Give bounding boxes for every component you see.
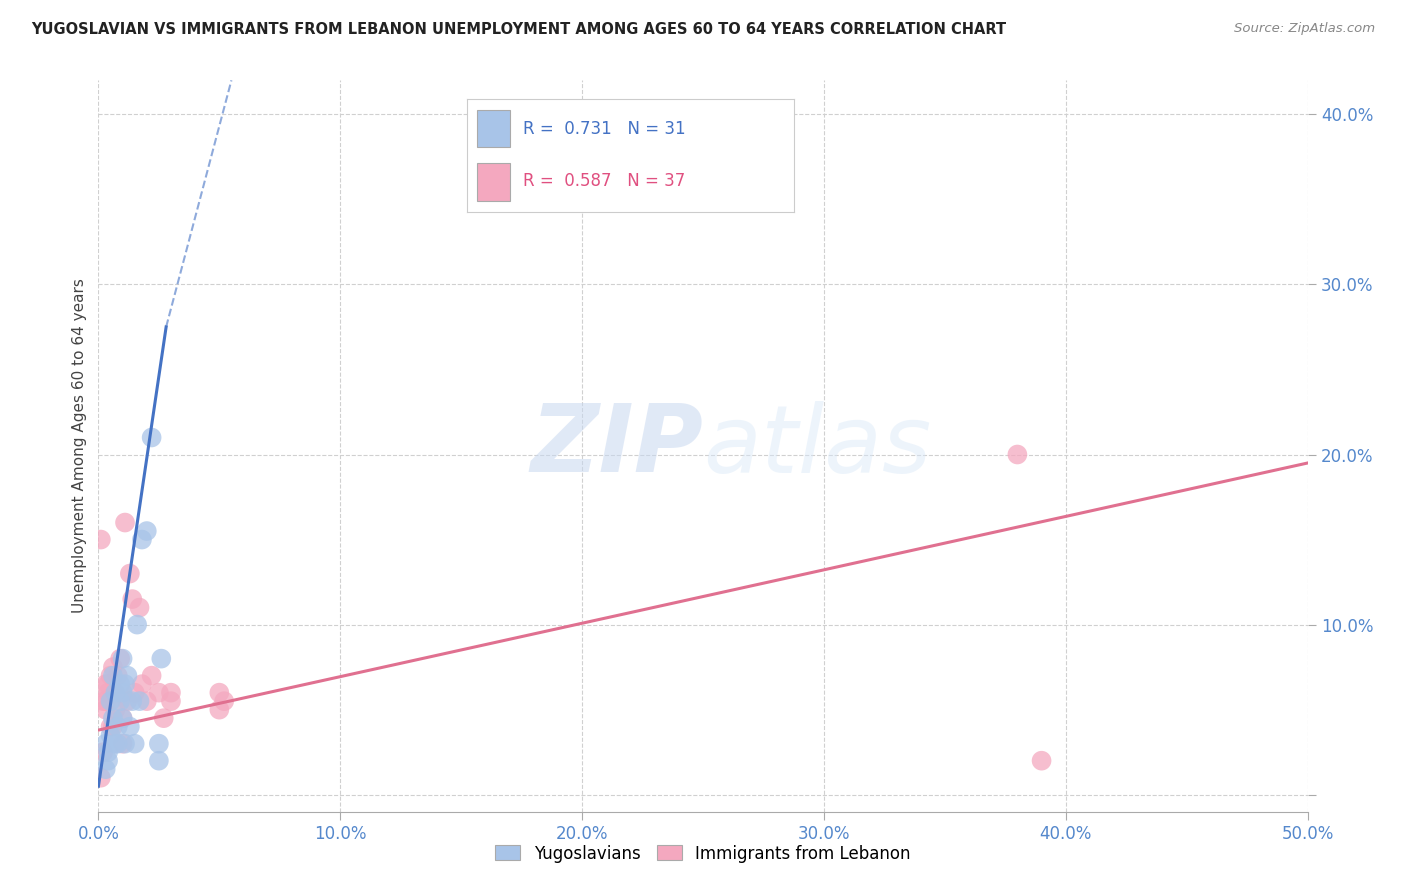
- Point: [135, 694, 157, 708]
- Point: [100, 720, 122, 734]
- Point: [108, 677, 131, 691]
- Point: [160, 686, 183, 700]
- Point: [160, 694, 183, 708]
- Point: [148, 737, 170, 751]
- Point: [212, 694, 235, 708]
- Point: [91, 694, 114, 708]
- Point: [141, 430, 163, 444]
- Point: [104, 686, 127, 700]
- Point: [117, 694, 139, 708]
- Point: [97, 677, 120, 691]
- Text: atlas: atlas: [703, 401, 931, 491]
- Legend: Yugoslavians, Immigrants from Lebanon: Yugoslavians, Immigrants from Lebanon: [488, 838, 918, 869]
- Point: [148, 754, 170, 768]
- Y-axis label: Unemployment Among Ages 60 to 64 years: Unemployment Among Ages 60 to 64 years: [72, 278, 87, 614]
- Point: [121, 694, 143, 708]
- Point: [135, 524, 157, 538]
- Point: [101, 711, 124, 725]
- Point: [152, 711, 174, 725]
- Point: [104, 686, 127, 700]
- Point: [107, 668, 129, 682]
- Point: [108, 651, 131, 665]
- Point: [118, 720, 141, 734]
- Point: [107, 720, 129, 734]
- Point: [90, 771, 112, 785]
- Point: [118, 566, 141, 581]
- Point: [114, 737, 136, 751]
- Point: [208, 686, 231, 700]
- Point: [127, 617, 149, 632]
- Point: [111, 651, 134, 665]
- Point: [101, 660, 124, 674]
- Point: [108, 694, 131, 708]
- Point: [114, 516, 136, 530]
- Point: [150, 651, 173, 665]
- Point: [94, 703, 117, 717]
- Point: [104, 737, 127, 751]
- Point: [100, 694, 122, 708]
- Point: [141, 668, 163, 682]
- Point: [90, 533, 112, 547]
- Point: [111, 711, 134, 725]
- Point: [94, 694, 117, 708]
- Point: [124, 686, 146, 700]
- Point: [1007, 448, 1029, 462]
- Point: [101, 668, 124, 682]
- Point: [131, 533, 153, 547]
- Point: [94, 762, 117, 776]
- Point: [121, 592, 143, 607]
- Point: [91, 745, 114, 759]
- Point: [94, 737, 117, 751]
- Text: YUGOSLAVIAN VS IMMIGRANTS FROM LEBANON UNEMPLOYMENT AMONG AGES 60 TO 64 YEARS CO: YUGOSLAVIAN VS IMMIGRANTS FROM LEBANON U…: [31, 22, 1007, 37]
- Point: [97, 754, 120, 768]
- Point: [94, 677, 117, 691]
- Point: [117, 668, 139, 682]
- Point: [148, 686, 170, 700]
- Point: [97, 686, 120, 700]
- Point: [114, 677, 136, 691]
- Point: [97, 745, 120, 759]
- Text: Source: ZipAtlas.com: Source: ZipAtlas.com: [1234, 22, 1375, 36]
- Point: [104, 703, 127, 717]
- Point: [101, 720, 124, 734]
- Point: [124, 737, 146, 751]
- Point: [111, 711, 134, 725]
- Text: ZIP: ZIP: [530, 400, 703, 492]
- Point: [1031, 754, 1053, 768]
- Point: [128, 694, 150, 708]
- Point: [100, 668, 122, 682]
- Point: [107, 737, 129, 751]
- Point: [131, 677, 153, 691]
- Point: [111, 686, 134, 700]
- Point: [100, 728, 122, 742]
- Point: [128, 600, 150, 615]
- Point: [111, 737, 134, 751]
- Point: [208, 703, 231, 717]
